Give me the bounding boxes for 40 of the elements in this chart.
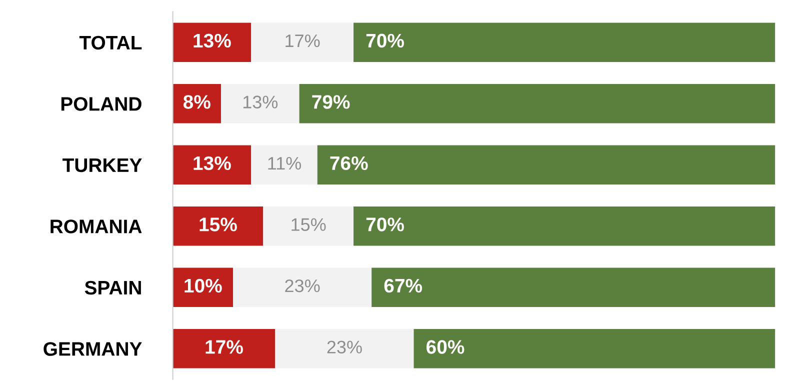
data-label: 23%: [285, 279, 320, 292]
data-label: 67%: [384, 278, 422, 293]
bar: [299, 84, 776, 124]
bar: [251, 145, 318, 184]
data-label: 8%: [183, 95, 210, 109]
y-tick-label: TURKEY: [62, 158, 142, 172]
bar: [414, 329, 776, 368]
bar: [275, 329, 414, 368]
y-tick-label: SPAIN: [84, 280, 141, 295]
bar: [354, 206, 776, 246]
data-label: 70%: [366, 34, 404, 48]
bar: [372, 268, 776, 307]
bar: [172, 329, 276, 368]
data-label: 79%: [312, 95, 350, 109]
data-label: 15%: [292, 218, 326, 231]
data-label: 15%: [200, 218, 237, 232]
y-tick-label: ROMANIA: [50, 220, 142, 234]
data-label: 17%: [286, 34, 320, 48]
y-tick-label: GERMANY: [44, 342, 142, 356]
data-label: 13%: [194, 156, 231, 170]
bar: [251, 22, 354, 62]
bar: [172, 206, 264, 246]
data-label: 17%: [206, 340, 243, 354]
data-label: 60%: [426, 340, 464, 354]
bar: [172, 22, 252, 62]
data-label: 76%: [330, 156, 368, 170]
y-tick-label: POLAND: [61, 97, 142, 111]
bar: [172, 145, 252, 184]
data-label: 70%: [366, 218, 404, 232]
bar: [233, 268, 372, 307]
data-label: 10%: [184, 278, 222, 293]
bar: [220, 84, 300, 124]
bar: [317, 145, 776, 184]
bar: [263, 206, 354, 246]
y-tick-label: TOTAL: [79, 36, 142, 50]
data-label: 11%: [268, 157, 302, 170]
bar: [354, 22, 776, 62]
data-label: 13%: [243, 96, 278, 108]
data-label: 13%: [194, 34, 231, 48]
data-label: 23%: [327, 340, 362, 354]
